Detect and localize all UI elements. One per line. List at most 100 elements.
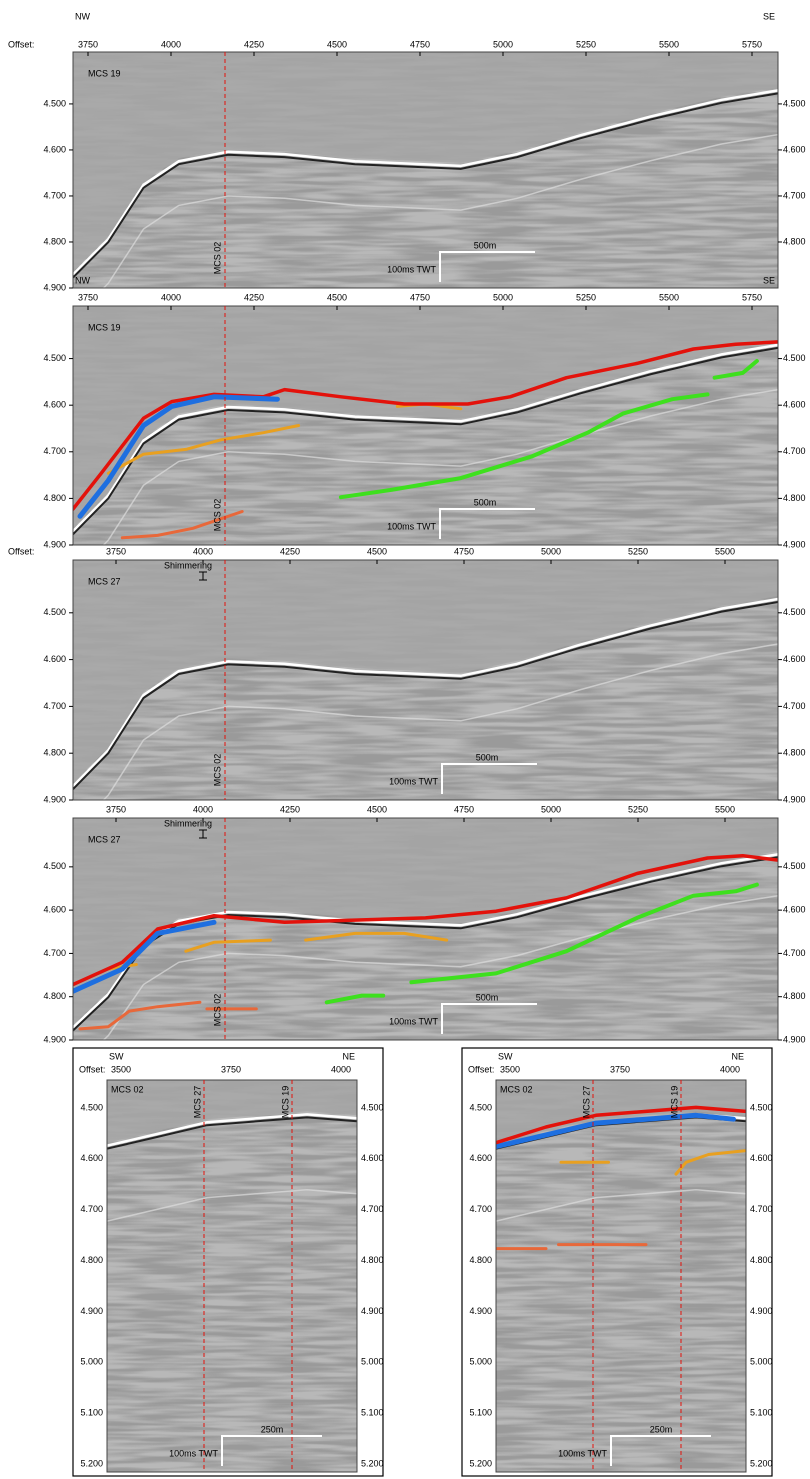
frame [72, 559, 779, 801]
x-tick-label: 4000 [161, 292, 181, 302]
y-tick-label: 4.600 [43, 654, 66, 664]
y-tick-label: 4.900 [80, 1306, 103, 1316]
x-tick-label: 4000 [193, 804, 213, 814]
direction-label: SW [109, 1051, 124, 1061]
y-tick-label: 4.500 [43, 353, 66, 363]
frame [495, 1079, 747, 1473]
offset-label: Offset: [8, 39, 34, 49]
horizon [73, 340, 778, 511]
horizon [106, 424, 301, 475]
scale-bar [610, 1435, 711, 1466]
water-column [73, 52, 778, 272]
horizon [73, 919, 217, 994]
panel-box [72, 1047, 384, 1477]
y-tick-label: 4.600 [750, 1153, 773, 1163]
seismic-image [73, 306, 778, 545]
y-tick-label: 4.700 [783, 948, 806, 958]
y-tick-label: 4.600 [80, 1153, 103, 1163]
y-tick-label: 4.700 [361, 1204, 384, 1214]
x-tick-label: 5000 [541, 804, 561, 814]
y-tick-label: 4.900 [361, 1306, 384, 1316]
crossing-label: MCS 02 [212, 499, 222, 532]
x-tick-label: 5250 [576, 39, 596, 49]
water-column [496, 1080, 746, 1143]
scale-time: 100ms TWT [387, 521, 436, 531]
x-tick-label: 5750 [742, 39, 762, 49]
y-tick-label: 5.200 [80, 1458, 103, 1468]
reflector [102, 388, 778, 545]
water-column [73, 560, 778, 784]
x-tick-label: 5750 [742, 292, 762, 302]
seafloor-black [73, 346, 778, 536]
y-tick-label: 5.200 [469, 1458, 492, 1468]
y-tick-label: 4.800 [43, 748, 66, 758]
x-tick-label: 3750 [106, 546, 126, 556]
water-column [73, 818, 778, 1025]
horizon [304, 931, 449, 942]
y-tick-label: 4.500 [361, 1102, 384, 1112]
x-tick-label: 4750 [454, 804, 474, 814]
horizon [409, 882, 759, 985]
y-tick-label: 4.800 [80, 1255, 103, 1265]
scale-bar [441, 763, 537, 794]
y-tick-label: 4.700 [783, 190, 806, 200]
frame [72, 817, 779, 1041]
x-tick-label: 4250 [244, 39, 264, 49]
section-title: MCS 27 [88, 576, 121, 586]
reflector [102, 133, 778, 288]
x-tick-label: 4250 [280, 546, 300, 556]
scale-bar [439, 508, 535, 539]
x-tick-label: 3750 [78, 39, 98, 49]
y-tick-label: 4.700 [43, 446, 66, 456]
crossing-label: MCS 19 [280, 1086, 290, 1119]
y-tick-label: 4.800 [750, 1255, 773, 1265]
seismic-texture [107, 1080, 357, 1472]
x-tick-label: 3750 [221, 1064, 241, 1074]
x-tick-label: 5000 [493, 39, 513, 49]
horizon [496, 1105, 746, 1145]
y-tick-label: 4.800 [783, 991, 806, 1001]
seismic-image [73, 818, 778, 1040]
seafloor-black [73, 601, 778, 790]
x-tick-label: 4500 [327, 292, 347, 302]
crossing-label: MCS 02 [212, 994, 222, 1027]
crossing-label: MCS 27 [192, 1086, 202, 1119]
offset-label: Offset: [468, 1064, 494, 1074]
annotation-bar [199, 571, 207, 581]
y-tick-label: 4.800 [469, 1255, 492, 1265]
y-tick-label: 4.500 [43, 607, 66, 617]
scale-time: 100ms TWT [389, 776, 438, 786]
scale-distance: 500m [474, 497, 497, 507]
y-tick-label: 4.700 [43, 190, 66, 200]
seismic-image [496, 1080, 746, 1472]
x-tick-label: 3750 [106, 804, 126, 814]
horizon [712, 359, 759, 380]
scale-distance: 250m [650, 1424, 673, 1434]
y-tick-label: 4.900 [750, 1306, 773, 1316]
x-tick-label: 4250 [244, 292, 264, 302]
y-tick-label: 4.500 [783, 607, 806, 617]
horizon [73, 853, 778, 987]
seismic-texture [496, 1080, 746, 1472]
y-tick-label: 4.800 [783, 748, 806, 758]
scale-distance: 500m [476, 752, 499, 762]
y-tick-label: 4.500 [783, 98, 806, 108]
horizon [120, 510, 244, 540]
section-title: MCS 02 [111, 1084, 144, 1094]
y-tick-label: 4.500 [783, 353, 806, 363]
x-tick-label: 4000 [331, 1064, 351, 1074]
reflector [496, 1189, 746, 1222]
scale-time: 100ms TWT [558, 1448, 607, 1458]
direction-label: NE [731, 1051, 744, 1061]
x-tick-label: 5250 [628, 546, 648, 556]
y-tick-label: 4.700 [783, 701, 806, 711]
reflector [102, 894, 778, 1040]
x-tick-label: 3750 [610, 1064, 630, 1074]
section-title: MCS 19 [88, 322, 121, 332]
seafloor-black [73, 92, 778, 279]
y-tick-label: 4.600 [361, 1153, 384, 1163]
scale-distance: 500m [474, 240, 497, 250]
x-tick-label: 4000 [161, 39, 181, 49]
x-tick-label: 5500 [659, 39, 679, 49]
y-tick-label: 4.900 [783, 1034, 806, 1044]
